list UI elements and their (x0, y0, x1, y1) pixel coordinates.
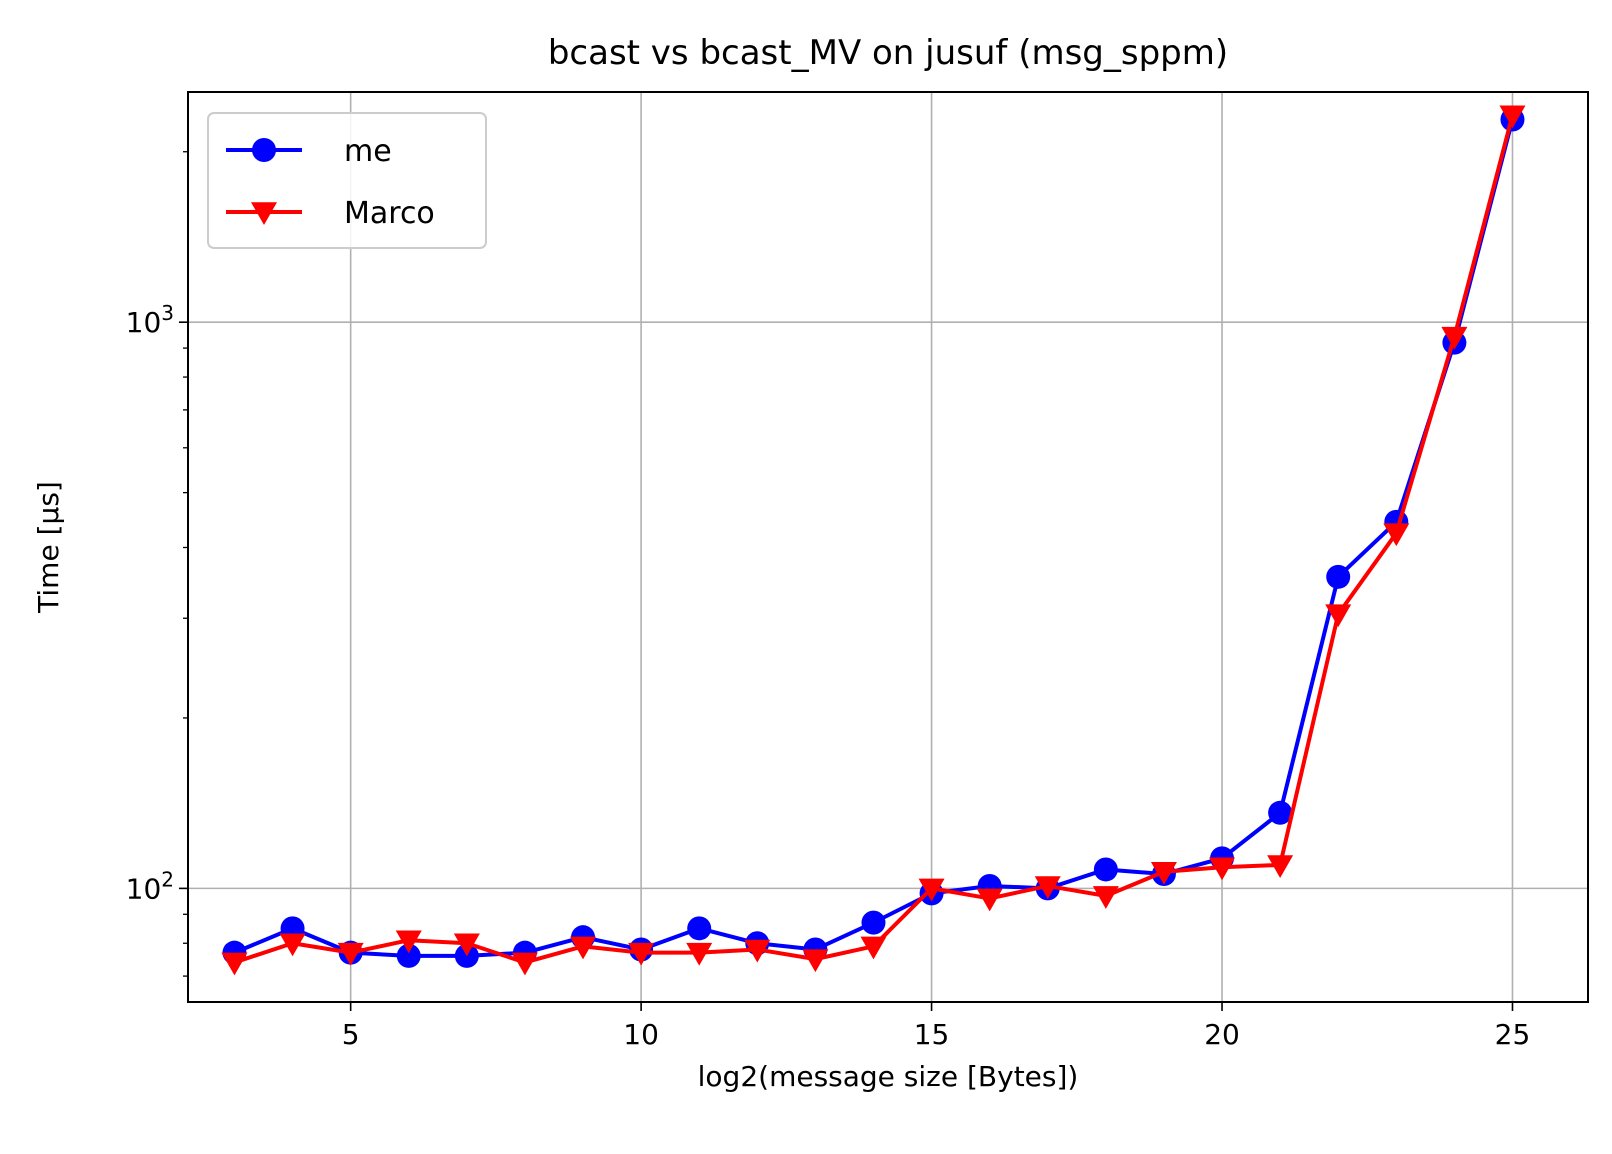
x-tick-label: 10 (623, 1018, 659, 1051)
data-point-marco (1499, 105, 1526, 129)
data-point-me (1326, 564, 1351, 589)
data-point-marco (395, 930, 422, 954)
legend-marker-circle (252, 138, 276, 162)
y-axis-ticks: 102 103 (126, 151, 188, 977)
data-point-me (396, 943, 421, 968)
legend-entry-me: me (226, 134, 392, 169)
data-point-marco (628, 942, 655, 966)
data-point-marco (511, 952, 538, 976)
data-point-marco (1150, 861, 1177, 885)
data-point-me (1093, 857, 1118, 882)
y-tick-label: 102 (126, 867, 174, 905)
data-point-marco (1092, 886, 1119, 909)
legend-label: me (344, 134, 392, 169)
legend: me Marco (207, 112, 487, 249)
x-axis-label: log2(message size [Bytes]) (698, 1060, 1079, 1093)
legend-marker-triangle (251, 202, 277, 225)
data-point-marco (1209, 857, 1236, 881)
data-point-me (861, 910, 886, 935)
data-point-marco (1267, 855, 1294, 878)
data-point-marco (337, 942, 364, 966)
data-point-marco (1034, 876, 1061, 899)
data-point-marco (1325, 604, 1352, 628)
data-point-marco (686, 942, 713, 966)
x-tick-label: 15 (914, 1018, 950, 1051)
series-marco (221, 105, 1526, 976)
legend-label: Marco (344, 196, 435, 231)
data-point-me (687, 916, 712, 941)
x-axis-ticks: 5 10 15 20 25 (342, 1002, 1531, 1051)
data-point-marco (453, 933, 480, 957)
data-point-marco (221, 952, 248, 976)
series-layer (221, 105, 1526, 976)
plot-area-frame (187, 91, 1589, 1003)
legend-box (207, 112, 487, 249)
data-point-marco (1441, 326, 1468, 350)
data-point-marco (744, 939, 771, 963)
data-point-marco (802, 949, 829, 973)
data-point-marco (1383, 523, 1410, 547)
chart-title: bcast vs bcast_MV on jusuf (msg_sppm) (548, 33, 1228, 73)
x-tick-label: 25 (1495, 1018, 1531, 1051)
data-point-marco (918, 878, 945, 902)
data-point-me (1268, 800, 1293, 825)
x-tick-label: 20 (1204, 1018, 1240, 1051)
data-point-marco (976, 888, 1003, 912)
x-tick-label: 5 (342, 1018, 360, 1051)
y-axis-label: Time [µs] (32, 481, 65, 614)
legend-entry-marco: Marco (226, 196, 435, 231)
y-tick-label: 103 (126, 301, 174, 339)
data-point-marco (570, 936, 597, 960)
data-point-marco (279, 933, 306, 957)
data-point-marco (860, 936, 887, 960)
